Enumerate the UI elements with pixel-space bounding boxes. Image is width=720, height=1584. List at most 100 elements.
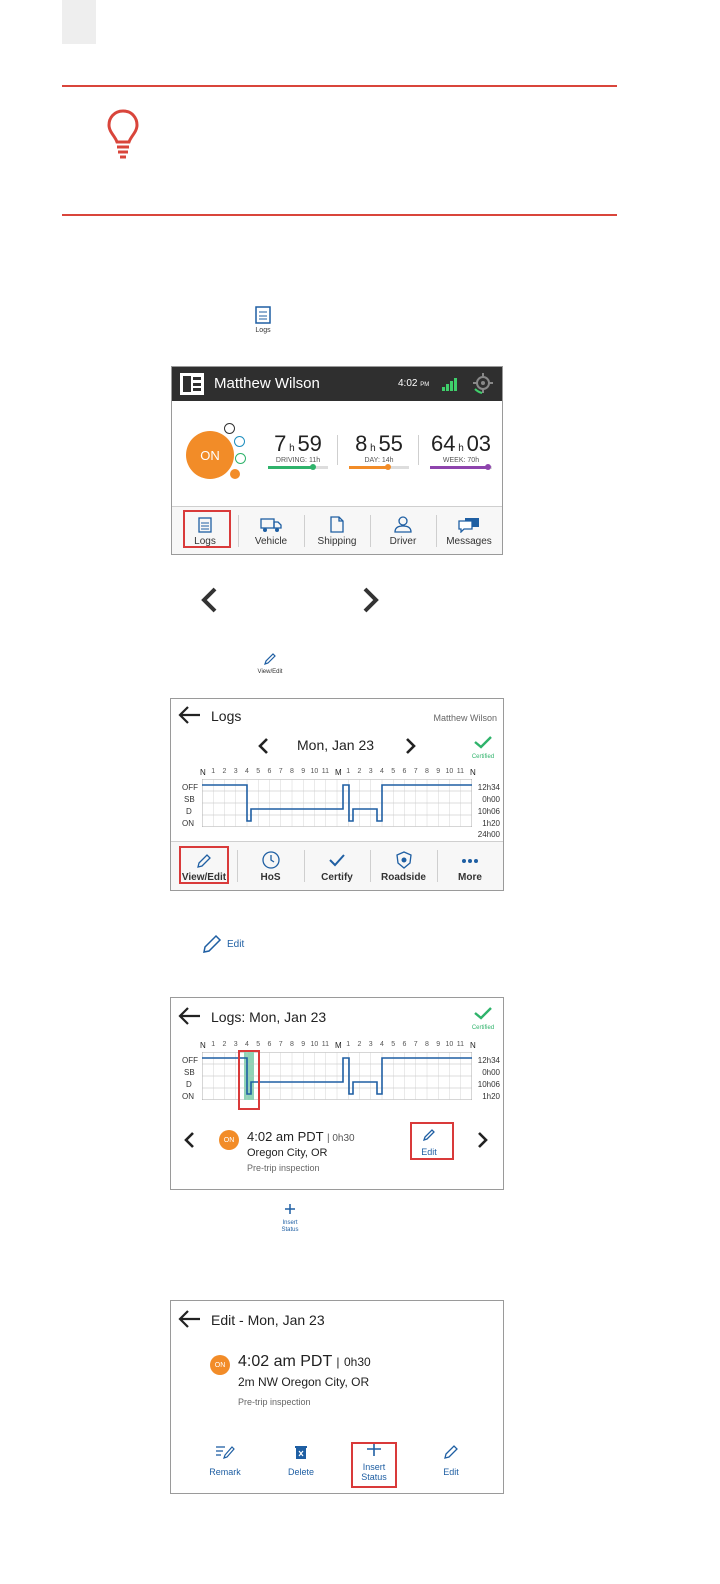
clock-time-suffix: PM [420, 382, 430, 388]
duty-status-circle[interactable]: ON [186, 431, 234, 479]
nav-label: Roadside [380, 872, 426, 883]
plus-icon [285, 1204, 295, 1214]
corner-tab [62, 0, 96, 44]
back-arrow-icon[interactable] [177, 1006, 201, 1031]
chevron-left-icon [200, 586, 218, 619]
back-arrow-icon[interactable] [177, 1309, 201, 1334]
event-status: ON [214, 1361, 226, 1369]
event-status-badge: ON [219, 1130, 239, 1150]
back-arrow-icon[interactable] [177, 705, 201, 730]
clock-week: 64 h 03 WEEK: 70h [430, 431, 492, 470]
event-location: 2m NW Oregon City, OR [238, 1375, 370, 1389]
hour-tick-label: 8 [425, 1041, 429, 1048]
tip-bottom-rule [62, 214, 617, 216]
pencil-icon [444, 1445, 458, 1459]
total-on: 1h20 [482, 1092, 500, 1101]
hour-tick-label: 1 [211, 1041, 216, 1048]
checkmark-icon [329, 854, 345, 867]
clock-progress [430, 464, 492, 470]
chevron-right-icon [362, 586, 380, 619]
total-off: 12h34 [477, 783, 500, 792]
nav-messages[interactable]: Messages [436, 507, 502, 554]
hour-tick-label: 10 [445, 1041, 454, 1048]
hour-tick-label: 2 [222, 1041, 227, 1048]
event-location: Oregon City, OR [247, 1147, 328, 1159]
remark-icon [216, 1446, 235, 1459]
clock-time: 4:02 PM [398, 378, 429, 389]
nav-hos[interactable]: HoS [237, 842, 304, 890]
hour-tick-label: 9 [301, 768, 306, 775]
nav-label: Driver [389, 536, 417, 547]
clock-hours: 7 [274, 431, 287, 456]
nav-label: Shipping [317, 536, 357, 547]
hour-tick-label: 1 [346, 1041, 351, 1048]
total-sb: 0h00 [482, 795, 500, 804]
clock-label: DAY: 14h [364, 457, 394, 464]
nav-label: Logs [194, 536, 216, 547]
hour-tick-label: 5 [256, 768, 261, 775]
logs-nav-bar: View/Edit HoS Certify Roadside More [171, 841, 503, 890]
event-duration: | 0h30 [326, 1133, 355, 1144]
event-info: 4:02 am PDT | 0h30 2m NW Oregon City, OR… [238, 1353, 371, 1407]
logs-date: Mon, Jan 23 [297, 737, 375, 753]
total-d: 10h06 [477, 807, 500, 816]
status-bubble [224, 423, 235, 434]
hour-tick-label: 6 [267, 1041, 272, 1048]
nav-driver[interactable]: Driver [370, 507, 436, 554]
action-insert-status[interactable]: Insert Status [351, 1441, 397, 1482]
prev-event-button[interactable] [183, 1131, 195, 1154]
messages-icon [458, 518, 479, 533]
nav-label: More [458, 872, 482, 883]
hour-tick-label: 6 [402, 768, 407, 775]
hour-tick-label: 8 [290, 768, 294, 775]
logs-icon [198, 517, 212, 533]
prev-day-button[interactable] [257, 737, 269, 760]
nav-logs[interactable]: Logs [172, 507, 238, 554]
hour-tick-label: N [200, 768, 206, 777]
action-label: Edit [443, 1467, 459, 1477]
logs-day-screen: Logs: Mon, Jan 23 Certified N 1 2 3 4 5 6 7 8 9 10… [170, 997, 504, 1190]
nav-view-edit[interactable]: View/Edit [171, 842, 237, 890]
highlight-insert-status [351, 1442, 397, 1488]
action-edit[interactable]: Edit [425, 1444, 477, 1477]
nav-more[interactable]: More [437, 842, 503, 890]
clock-progress [349, 464, 409, 470]
next-event-button[interactable] [477, 1131, 489, 1154]
hour-tick-label: 11 [321, 1041, 330, 1048]
log-graph: N 1 2 3 4 5 6 7 8 9 10 11 M 1 2 3 4 5 6 7 8 9 10 11 N OFF SB D O… [171, 1040, 503, 1110]
plus-icon [367, 1442, 381, 1456]
hour-tick-label: 4 [245, 1041, 249, 1048]
person-icon [394, 516, 412, 533]
nav-shipping[interactable]: Shipping [304, 507, 370, 554]
logs-icon-label: Logs [255, 327, 271, 334]
total-day: 24h00 [477, 830, 500, 839]
action-remark[interactable]: Remark [199, 1444, 251, 1477]
event-time: 4:02 am PDT [238, 1353, 332, 1370]
nav-roadside[interactable]: Roadside [370, 842, 437, 890]
pencil-icon [197, 854, 211, 868]
edit-title: Edit - Mon, Jan 23 [211, 1312, 325, 1328]
event-status: ON [223, 1136, 235, 1144]
nav-certify[interactable]: Certify [304, 842, 370, 890]
hour-tick-label: 4 [380, 768, 384, 775]
hour-tick-label: 1 [211, 768, 216, 775]
event-info: 4:02 am PDT | 0h30 Oregon City, OR Pre-t… [247, 1129, 355, 1173]
event-edit-button[interactable]: Edit [414, 1128, 444, 1157]
clock-day: 8 h 55 DAY: 14h [349, 431, 409, 470]
clock-minutes: 03 [466, 431, 492, 456]
nav-label: Certify [321, 872, 353, 883]
next-day-button[interactable] [405, 737, 417, 760]
hour-tick-label: 3 [233, 768, 238, 775]
hour-tick-label: 10 [445, 768, 454, 775]
nav-vehicle[interactable]: Vehicle [238, 507, 304, 554]
row-label-d: D [186, 807, 192, 816]
action-delete[interactable]: Delete [275, 1444, 327, 1477]
hour-tick-label: 5 [391, 1041, 396, 1048]
lightbulb-icon [106, 108, 140, 160]
row-label-off: OFF [182, 783, 198, 792]
clock-minutes: 59 [297, 431, 322, 456]
event-sep: | [336, 1355, 340, 1369]
hour-tick-label: 9 [436, 768, 441, 775]
hour-tick-label: N [470, 1041, 476, 1050]
hour-tick-label: N [200, 1041, 206, 1050]
